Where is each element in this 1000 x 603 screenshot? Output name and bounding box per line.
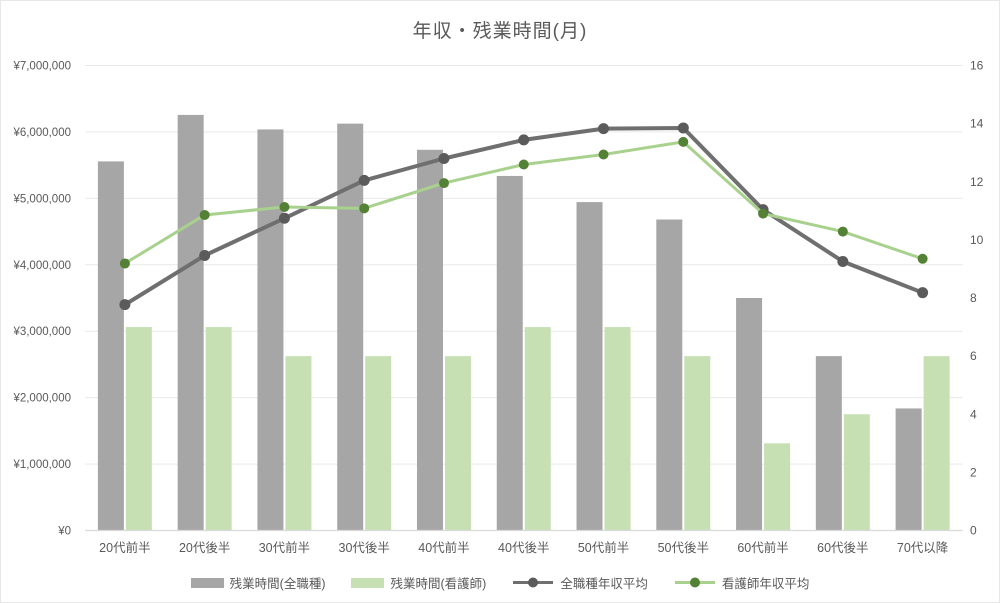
y-axis-right-tick-label: 6 <box>970 349 977 363</box>
legend-item: 全職種年収平均 <box>512 573 648 592</box>
legend-label: 残業時間(看護師) <box>390 577 487 591</box>
y-axis-left-tick-label: ¥1,000,000 <box>12 459 71 471</box>
data-point-marker <box>518 159 529 170</box>
data-point-marker <box>199 209 210 220</box>
y-axis-right-tick-label: 16 <box>970 59 984 73</box>
chart-plot-area: ¥0 ¥1,000,000 ¥2,000,000 ¥3,000,000 ¥4,000,0… <box>12 59 984 556</box>
x-axis-tick-label: 50代前半 <box>578 540 629 555</box>
data-point-marker <box>917 287 929 299</box>
data-point-marker <box>119 299 131 311</box>
chart-legend: 残業時間(全職種) 残業時間(看護師) 全職種年収平均 看護師年収平均 <box>1 573 999 592</box>
legend-line-swatch <box>674 577 715 588</box>
bar <box>257 129 284 531</box>
line-series <box>122 125 925 307</box>
bar <box>365 356 392 531</box>
bar <box>524 327 551 531</box>
y-axis-left-tick-label: ¥4,000,000 <box>12 260 71 272</box>
bar <box>764 443 791 531</box>
data-point-marker <box>358 174 370 186</box>
y-axis-left-tick-label: ¥5,000,000 <box>12 193 71 205</box>
y-axis-right-tick-label: 10 <box>970 233 984 247</box>
data-point-marker <box>598 149 609 160</box>
bar <box>923 356 950 531</box>
legend-bar-swatch <box>190 577 224 588</box>
legend-item: 残業時間(看護師) <box>351 573 486 592</box>
bar <box>416 149 443 531</box>
x-axis-tick-label: 20代後半 <box>179 541 230 555</box>
legend-label: 全職種年収平均 <box>560 577 648 591</box>
bar <box>736 298 763 531</box>
bar <box>205 327 232 531</box>
y-axis-right-tick-label: 0 <box>970 524 977 538</box>
data-point-marker <box>279 201 290 212</box>
y-axis-left-tick-label: ¥2,000,000 <box>12 393 71 405</box>
y-axis-left-tick-label: ¥3,000,000 <box>12 326 71 338</box>
legend-label: 残業時間(全職種) <box>229 577 326 591</box>
data-point-marker <box>278 212 290 224</box>
x-axis-tick-label: 60代前半 <box>737 540 788 555</box>
y-axis-left-tick-label: ¥6,000,000 <box>12 127 71 139</box>
legend-label: 看護師年収平均 <box>721 577 810 591</box>
legend-bar-swatch <box>351 577 385 588</box>
y-axis-left-tick-label: ¥7,000,000 <box>12 61 71 73</box>
x-axis-tick-label: 20代前半 <box>99 540 150 555</box>
data-point-marker <box>917 253 928 264</box>
x-axis-tick-label: 30代後半 <box>339 541 390 555</box>
bar <box>684 356 711 531</box>
bar <box>444 356 471 531</box>
data-point-marker <box>119 258 130 269</box>
bar <box>895 408 922 531</box>
bar <box>604 327 631 531</box>
x-axis-tick-label: 40代前半 <box>418 540 469 555</box>
bar <box>177 114 204 531</box>
bar <box>125 327 152 531</box>
y-axis-right-tick-label: 14 <box>970 117 984 131</box>
legend-item: 看護師年収平均 <box>674 573 810 592</box>
data-point-marker <box>677 122 689 134</box>
legend-item: 残業時間(全職種) <box>190 573 326 592</box>
y-axis-right-tick-label: 2 <box>970 465 977 479</box>
bar <box>285 356 312 531</box>
data-point-marker <box>837 226 848 237</box>
bar <box>815 356 842 531</box>
data-point-marker <box>758 208 769 219</box>
x-axis-tick-label: 70代以降 <box>897 541 949 555</box>
data-point-marker <box>678 136 689 147</box>
data-point-marker <box>199 249 211 261</box>
data-point-marker <box>837 255 849 267</box>
bar <box>496 175 523 531</box>
data-point-marker <box>438 178 449 189</box>
x-axis-tick-label: 40代後半 <box>498 541 549 555</box>
data-point-marker <box>438 153 450 164</box>
data-point-marker <box>518 134 530 146</box>
bar <box>656 219 683 531</box>
y-axis-left-tick-label: ¥0 <box>57 526 71 538</box>
data-point-marker <box>359 203 370 214</box>
y-axis-right-tick-label: 8 <box>970 291 977 305</box>
legend-line-swatch <box>513 577 554 588</box>
x-axis-tick-label: 30代前半 <box>259 540 310 555</box>
y-axis-right-tick-label: 4 <box>970 407 977 421</box>
bar <box>843 414 870 531</box>
bar <box>97 161 124 531</box>
chart-title: 年収・残業時間(月) <box>412 21 588 42</box>
y-axis-right-tick-label: 12 <box>970 175 984 189</box>
x-axis-tick-label: 60代後半 <box>817 541 868 555</box>
data-point-marker <box>598 123 610 135</box>
bar <box>576 202 603 531</box>
x-axis-tick-label: 50代後半 <box>658 541 709 555</box>
